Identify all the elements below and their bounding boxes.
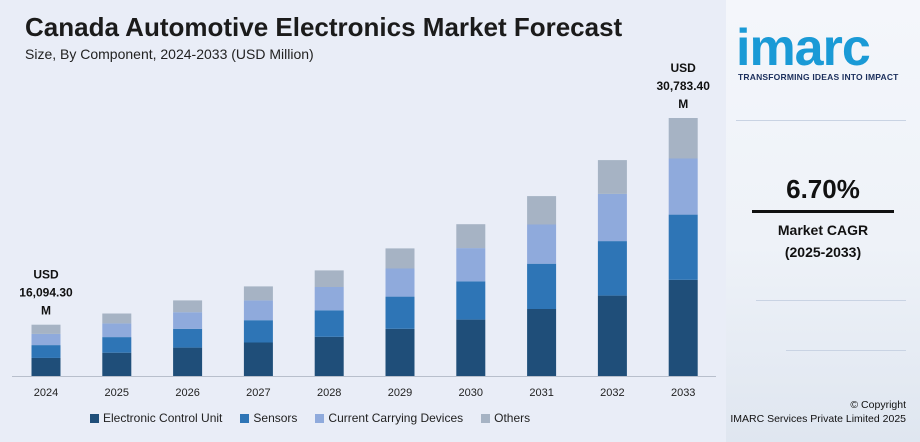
bar-2032-series-2 [597, 193, 627, 242]
chart-subtitle: Size, By Component, 2024-2033 (USD Milli… [25, 46, 314, 62]
bar-2032-series-0 [597, 295, 627, 376]
legend-label: Sensors [253, 411, 298, 425]
bar-2028-series-0 [314, 336, 344, 376]
bar-2027-series-2 [243, 300, 273, 321]
x-tick-label: 2024 [34, 387, 58, 399]
copyright-notice: © Copyright IMARC Services Private Limit… [730, 398, 906, 426]
legend-label: Electronic Control Unit [103, 411, 223, 425]
x-tick-label: 2028 [317, 387, 341, 399]
decorative-line [736, 120, 906, 121]
bar-2025-series-1 [102, 337, 132, 353]
copyright-line-1: © Copyright [850, 399, 906, 411]
legend-swatch [315, 413, 325, 423]
bar-2026-series-3 [173, 300, 203, 313]
legend-swatch [481, 413, 491, 423]
copyright-line-2: IMARC Services Private Limited 2025 [730, 413, 906, 425]
legend-item: Electronic Control Unit [90, 411, 222, 425]
bar-2028-series-2 [314, 287, 344, 311]
bar-2031-series-2 [527, 224, 557, 264]
chart-title: Canada Automotive Electronics Market For… [25, 12, 623, 42]
value-annotation-2024: 16,094.30 [19, 286, 73, 300]
value-annotation-2024: USD [33, 268, 59, 282]
cagr-divider [752, 210, 894, 213]
bar-2031-series-0 [527, 309, 557, 376]
value-annotation-2033: M [678, 97, 688, 111]
bar-2029-series-2 [385, 268, 415, 297]
legend-item: Others [481, 411, 530, 425]
bar-2024-series-3 [31, 324, 61, 334]
bar-2033-series-2 [668, 158, 698, 215]
x-tick-label: 2031 [529, 387, 553, 399]
bar-2029-series-3 [385, 248, 415, 269]
bar-2029-series-0 [385, 328, 415, 376]
legend-swatch [90, 413, 99, 423]
cagr-value: 6.70% [786, 174, 860, 204]
bar-2027-series-0 [243, 342, 273, 376]
bar-2030-series-1 [456, 281, 486, 320]
x-tick-label: 2030 [459, 387, 483, 399]
bar-2027-series-1 [243, 320, 273, 343]
stacked-bar-chart: 2024 2025 2026 2027 2028 2029 2030 2031 2032 2033… [12, 61, 716, 399]
bar-2033-series-3 [668, 118, 698, 159]
bar-2033-series-1 [668, 214, 698, 280]
bar-2031-series-3 [527, 196, 557, 225]
bar-2031-series-1 [527, 263, 557, 309]
x-tick-label: 2026 [175, 387, 199, 399]
bar-2025-series-2 [102, 323, 132, 338]
legend-item: Sensors [240, 411, 297, 425]
bar-2024-series-2 [31, 333, 61, 346]
legend-label: Others [494, 411, 531, 425]
decorative-line [756, 300, 906, 301]
legend-swatch [240, 413, 250, 423]
bar-2025-series-0 [102, 352, 132, 376]
bar-2029-series-1 [385, 296, 415, 329]
bar-2032-series-1 [597, 241, 627, 296]
bar-2030-series-2 [456, 248, 486, 282]
bar-2024-series-1 [31, 345, 61, 358]
bar-2032-series-3 [597, 160, 627, 194]
bar-2026-series-1 [173, 328, 203, 348]
bar-2028-series-3 [314, 270, 344, 287]
x-tick-label: 2029 [388, 387, 412, 399]
cagr-label: Market CAGR [777, 222, 869, 238]
bar-2028-series-1 [314, 310, 344, 337]
x-tick-label: 2032 [600, 387, 624, 399]
imarc-logo: imarc [736, 19, 871, 77]
legend-label: Current Carrying Devices [328, 411, 464, 425]
bar-2026-series-2 [173, 312, 203, 329]
bar-2024-series-0 [31, 357, 61, 376]
bar-2030-series-0 [456, 319, 486, 376]
value-annotation-2024: M [41, 304, 51, 318]
legend-item: Current Carrying Devices [315, 411, 463, 425]
cagr-period: (2025-2033) [784, 244, 862, 260]
x-tick-label: 2033 [671, 387, 695, 399]
bar-2030-series-3 [456, 224, 486, 249]
bar-2027-series-3 [243, 286, 273, 301]
x-tick-label: 2027 [246, 387, 270, 399]
chart-legend: Electronic Control Unit Sensors Current Ca… [90, 411, 530, 425]
bar-2026-series-0 [173, 347, 203, 376]
bar-2025-series-3 [102, 313, 132, 324]
bar-2033-series-0 [668, 279, 698, 376]
x-tick-label: 2025 [105, 387, 129, 399]
decorative-line [786, 350, 906, 351]
value-annotation-2033: 30,783.40 [657, 79, 711, 93]
info-panel: imarc TRANSFORMING IDEAS INTO IMPACT 6.7… [726, 0, 920, 442]
value-annotation-2033: USD [671, 61, 697, 75]
brand-tagline: TRANSFORMING IDEAS INTO IMPACT [738, 72, 899, 82]
